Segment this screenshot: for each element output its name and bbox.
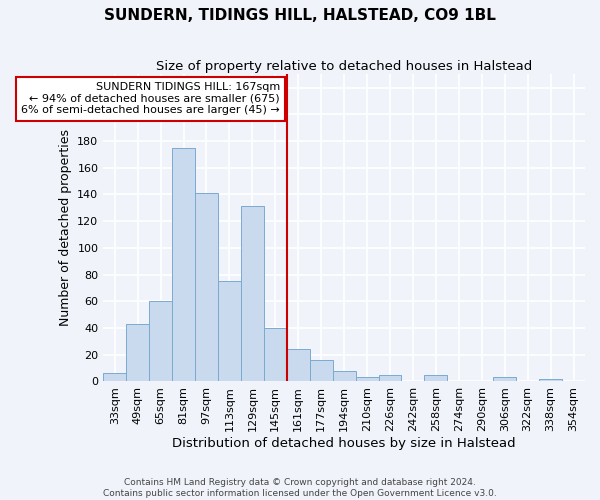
Bar	[149, 302, 172, 382]
Bar	[539, 379, 562, 382]
Bar	[424, 375, 448, 382]
X-axis label: Distribution of detached houses by size in Halstead: Distribution of detached houses by size …	[172, 437, 516, 450]
Bar	[356, 378, 379, 382]
Bar	[379, 375, 401, 382]
Bar	[264, 328, 287, 382]
Bar	[126, 324, 149, 382]
Bar	[493, 378, 516, 382]
Text: SUNDERN TIDINGS HILL: 167sqm
← 94% of detached houses are smaller (675)
6% of se: SUNDERN TIDINGS HILL: 167sqm ← 94% of de…	[21, 82, 280, 116]
Text: Contains HM Land Registry data © Crown copyright and database right 2024.
Contai: Contains HM Land Registry data © Crown c…	[103, 478, 497, 498]
Title: Size of property relative to detached houses in Halstead: Size of property relative to detached ho…	[156, 60, 532, 73]
Text: SUNDERN, TIDINGS HILL, HALSTEAD, CO9 1BL: SUNDERN, TIDINGS HILL, HALSTEAD, CO9 1BL	[104, 8, 496, 22]
Bar	[218, 282, 241, 382]
Bar	[103, 374, 126, 382]
Bar	[172, 148, 195, 382]
Bar	[287, 350, 310, 382]
Bar	[241, 206, 264, 382]
Bar	[332, 371, 356, 382]
Bar	[310, 360, 332, 382]
Y-axis label: Number of detached properties: Number of detached properties	[59, 130, 71, 326]
Bar	[195, 193, 218, 382]
